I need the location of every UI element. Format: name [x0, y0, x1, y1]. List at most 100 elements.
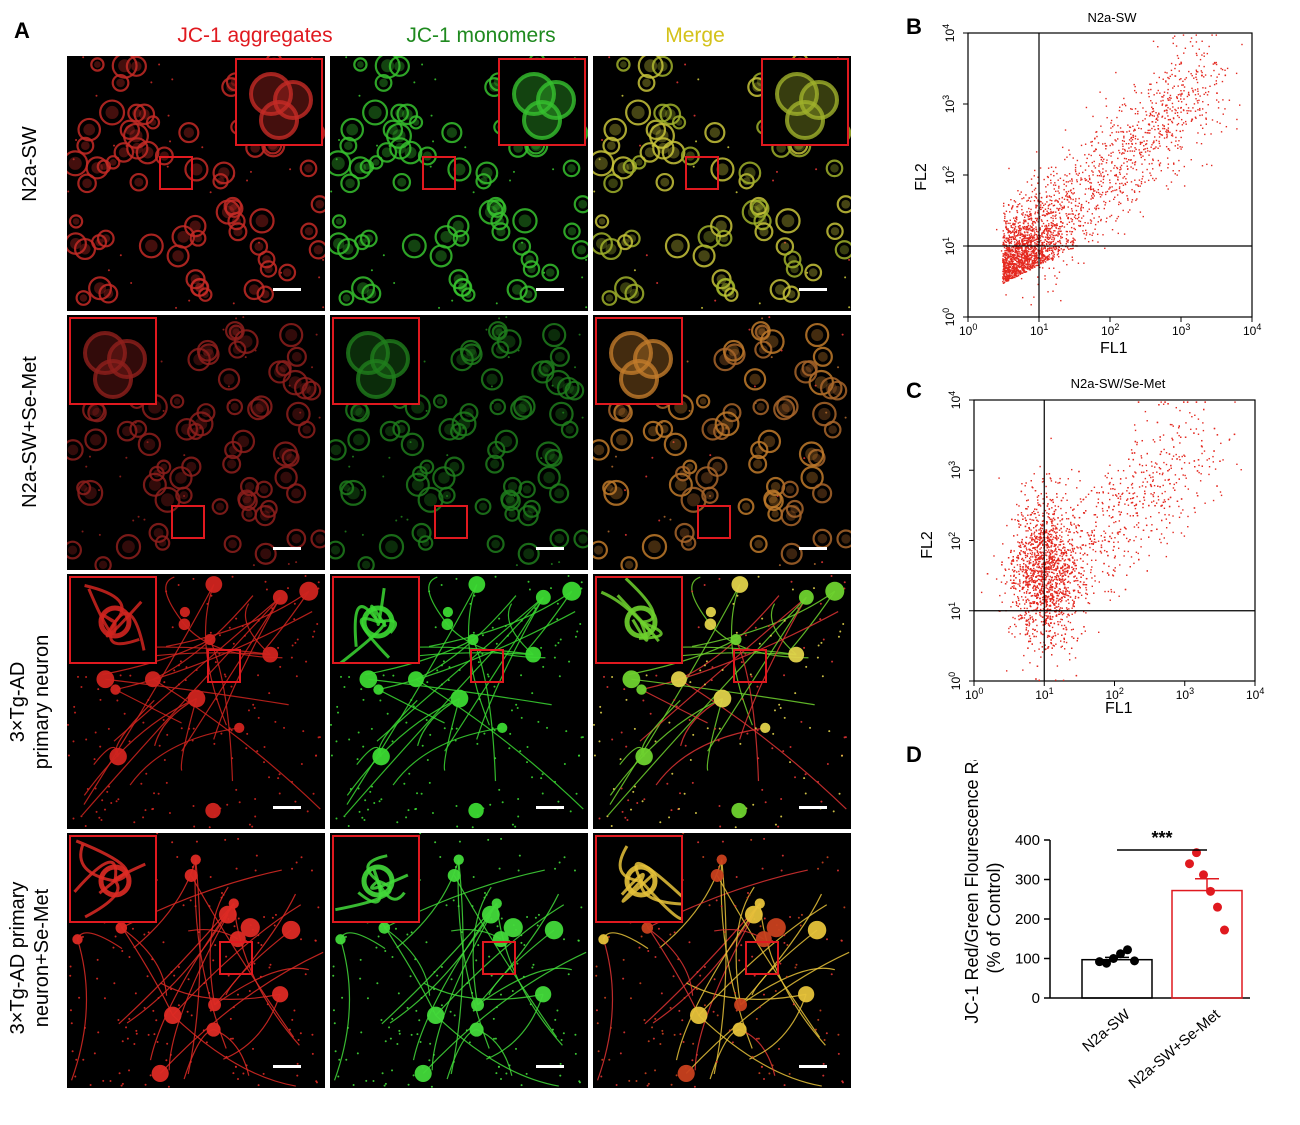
roi-box	[422, 156, 456, 190]
flow-b-ylabel: FL2	[912, 163, 930, 191]
x-tick-label: 100	[959, 322, 978, 338]
y-tick-label: 103	[941, 94, 958, 114]
y-tick-label: 100	[1015, 951, 1040, 968]
micrograph-r1-c2	[330, 56, 588, 311]
data-point	[1102, 958, 1111, 968]
zoom-inset	[332, 576, 420, 664]
scale-bar	[273, 288, 301, 291]
zoom-inset	[332, 835, 420, 923]
zoom-inset	[235, 58, 323, 146]
micrograph-r1-c1	[67, 56, 325, 311]
column-header-merge: Merge	[665, 24, 725, 47]
roi-box	[159, 156, 193, 190]
y-tick-label: 104	[941, 23, 958, 43]
bar	[1081, 958, 1153, 999]
data-point	[1130, 956, 1139, 966]
y-tick-label: 400	[1015, 832, 1040, 849]
zoom-inset	[761, 58, 849, 146]
zoom-inset	[332, 317, 420, 405]
flow-c-plot	[969, 399, 1256, 686]
scale-bar	[273, 1065, 301, 1068]
scale-bar	[536, 288, 564, 291]
roi-box	[733, 649, 767, 683]
column-header-aggregates: JC-1 aggregates	[177, 24, 333, 47]
zoom-inset	[498, 58, 586, 146]
roi-box	[219, 941, 253, 975]
x-tick-label: 103	[1175, 686, 1195, 702]
micrograph-r3-c3	[593, 574, 851, 829]
roi-box	[470, 649, 504, 683]
scale-bar	[799, 547, 827, 550]
data-point	[1199, 870, 1208, 880]
flow-c-ylabel: FL2	[918, 531, 936, 559]
panel-letter-b: B	[906, 14, 922, 39]
x-tick-label: 102	[1101, 322, 1120, 338]
x-tick-label: 100	[965, 686, 984, 702]
roi-box	[434, 505, 468, 539]
micrograph-r3-c1	[67, 574, 325, 829]
roi-box	[482, 941, 516, 975]
roi-box	[697, 505, 731, 539]
scale-bar	[273, 806, 301, 809]
x-tick-label: 104	[1243, 322, 1262, 338]
y-tick-label: 101	[947, 601, 964, 620]
bar-chart-d: 0 100 200 300 400 JC-1 Red/Green Flourescence…	[962, 760, 1250, 1092]
flow-events	[980, 401, 1242, 681]
flow-frame	[973, 399, 1256, 682]
zoom-inset	[595, 317, 683, 405]
row-label-n2a-sw: N2a-SW	[19, 126, 41, 202]
data-point	[1213, 902, 1222, 912]
x-tick-label: 104	[1246, 686, 1265, 702]
zoom-inset	[595, 576, 683, 664]
scale-bar	[799, 288, 827, 291]
data-point	[1185, 859, 1194, 869]
flow-events	[995, 34, 1243, 306]
row-label-tg-ad-neuron-semet: 3×Tg-AD primary neuron+Se-Met	[7, 881, 53, 1035]
micrograph-r2-c3	[593, 315, 851, 570]
roi-box	[685, 156, 719, 190]
data-point	[1095, 957, 1104, 967]
scale-bar	[536, 547, 564, 550]
y-tick-label: 104	[947, 390, 964, 410]
flow-c-title: N2a-SW/Se-Met	[1070, 376, 1166, 391]
micrograph-r4-c2	[330, 833, 588, 1088]
roi-box	[171, 505, 205, 539]
y-tick-label: 0	[1032, 990, 1040, 1007]
micrograph-r2-c1	[67, 315, 325, 570]
micrograph-r2-c2	[330, 315, 588, 570]
panel-letter-d: D	[906, 742, 922, 767]
y-tick-label: 103	[947, 461, 964, 480]
flow-b-xlabel: FL1	[1100, 340, 1128, 357]
y-tick-label: 100	[947, 671, 964, 691]
row-label-n2a-sw-semet: N2a-SW+Se-Met	[19, 356, 41, 508]
zoom-inset	[595, 835, 683, 923]
micrograph-r4-c3	[593, 833, 851, 1088]
flow-b-title: N2a-SW	[1087, 10, 1137, 25]
scale-bar	[799, 1065, 827, 1068]
significance-marker: ***	[1151, 828, 1172, 848]
y-tick-label: 100	[941, 307, 958, 327]
scale-bar	[536, 1065, 564, 1068]
row-label-tg-ad-neuron: 3×Tg-AD primary neuron	[7, 634, 53, 770]
panel-letter-c: C	[906, 378, 922, 403]
micrograph-r1-c3	[593, 56, 851, 311]
y-tick-label: 300	[1015, 872, 1040, 889]
zoom-inset	[69, 835, 157, 923]
y-tick-label: 101	[941, 236, 958, 256]
y-tick-label: 102	[941, 165, 958, 185]
x-tick-label: 101	[1030, 322, 1049, 338]
roi-box	[745, 941, 779, 975]
zoom-inset	[69, 576, 157, 664]
y-tick-label: 102	[947, 531, 964, 550]
bar	[1171, 889, 1243, 999]
data-point	[1206, 886, 1215, 896]
y-axis-label: JC-1 Red/Green Flourescence Ratio	[962, 760, 982, 1024]
roi-box	[207, 649, 241, 683]
x-tick-label: 103	[1172, 322, 1191, 338]
column-header-monomers: JC-1 monomers	[406, 24, 556, 47]
x-tick-label: N2a-SW	[1079, 1006, 1134, 1056]
flow-b-plot	[963, 32, 1253, 322]
data-point	[1123, 945, 1132, 955]
x-tick-label: 102	[1105, 686, 1124, 702]
flow-c-xlabel: FL1	[1105, 700, 1133, 717]
